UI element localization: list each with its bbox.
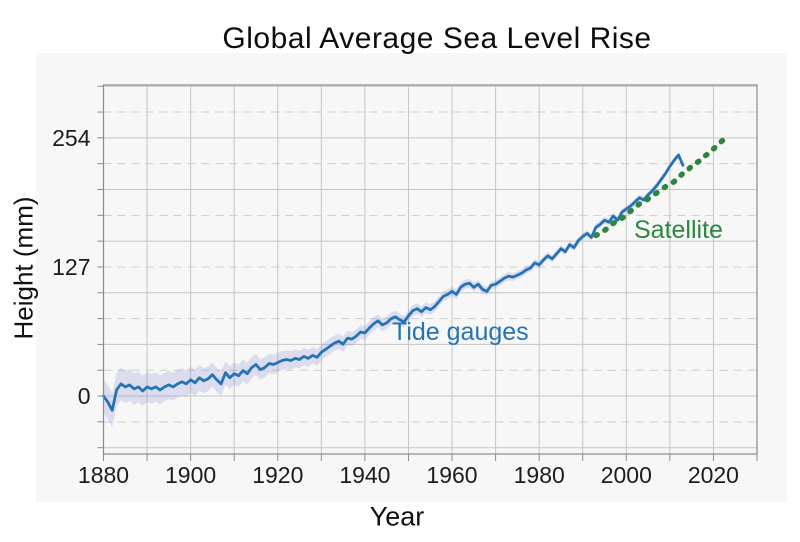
x-tick-label: 1940 <box>339 462 390 488</box>
x-tick-label: 1880 <box>78 462 129 488</box>
y-axis-label: Height (mm) <box>8 196 39 340</box>
x-tick-label: 2020 <box>688 462 739 488</box>
x-tick-label: 2000 <box>601 462 652 488</box>
uncertainty-band <box>103 152 683 428</box>
figure-background-panel <box>36 53 787 502</box>
x-tick-label: 1960 <box>426 462 477 488</box>
x-tick-label: 1920 <box>252 462 303 488</box>
chart-title: Global Average Sea Level Rise <box>222 22 652 55</box>
y-tick-label: 0 <box>78 383 91 409</box>
plot-border <box>102 84 758 455</box>
x-tick-label: 1900 <box>165 462 216 488</box>
y-tick-label: 127 <box>52 254 90 280</box>
y-tick-label: 254 <box>52 125 91 151</box>
x-axis-label: Year <box>369 501 425 532</box>
x-tick-label: 1980 <box>514 462 565 488</box>
satellite-line <box>593 134 730 239</box>
tide-gauges-label: Tide gauges <box>392 318 529 346</box>
satellite-label: Satellite <box>634 216 723 244</box>
tide-gauges-line <box>102 153 685 412</box>
